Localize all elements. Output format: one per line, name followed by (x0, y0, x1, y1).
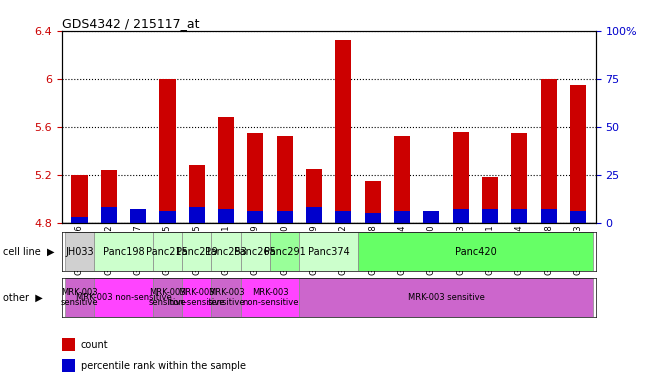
Bar (182, 278, 212, 317)
Text: Panc374: Panc374 (308, 247, 350, 257)
Text: other  ▶: other ▶ (3, 293, 43, 303)
Bar (482, 209, 498, 223)
Bar (365, 181, 381, 223)
Bar (423, 218, 439, 223)
Bar (306, 169, 322, 223)
Text: Panc253: Panc253 (205, 247, 247, 257)
Bar (394, 136, 410, 223)
Bar (511, 133, 527, 223)
Bar (358, 232, 592, 271)
Bar (62, 338, 76, 351)
Bar (218, 117, 234, 223)
Bar (94, 278, 153, 317)
Bar (541, 209, 557, 223)
Bar (159, 79, 176, 223)
Bar (130, 209, 146, 223)
Bar (72, 217, 87, 223)
Bar (299, 278, 592, 317)
Bar (247, 211, 264, 223)
Bar (153, 278, 182, 317)
Bar (452, 209, 469, 223)
Bar (335, 40, 352, 223)
Bar (65, 232, 94, 271)
Bar (189, 207, 205, 223)
Bar (570, 211, 586, 223)
Bar (541, 79, 557, 223)
Bar (182, 232, 212, 271)
Bar (511, 209, 527, 223)
Bar (299, 232, 358, 271)
Text: percentile rank within the sample: percentile rank within the sample (81, 361, 245, 371)
Bar (452, 132, 469, 223)
Bar (306, 207, 322, 223)
Text: Panc219: Panc219 (176, 247, 217, 257)
Bar (277, 211, 293, 223)
Bar (101, 207, 117, 223)
Text: MRK-003
sensitive: MRK-003 sensitive (148, 288, 186, 307)
Bar (218, 209, 234, 223)
Text: count: count (81, 339, 108, 350)
Bar (423, 211, 439, 223)
Text: MRK-003
sensitive: MRK-003 sensitive (207, 288, 245, 307)
Bar (212, 278, 241, 317)
Bar (153, 232, 182, 271)
Bar (241, 278, 299, 317)
Bar (101, 170, 117, 223)
Text: Panc291: Panc291 (264, 247, 305, 257)
Text: MRK-003 non-sensitive: MRK-003 non-sensitive (76, 293, 171, 302)
Bar (62, 359, 76, 372)
Bar (365, 213, 381, 223)
Text: MRK-003
non-sensitive: MRK-003 non-sensitive (169, 288, 225, 307)
Bar (570, 85, 586, 223)
Bar (277, 136, 293, 223)
Text: cell line  ▶: cell line ▶ (3, 247, 55, 257)
Bar (72, 175, 87, 223)
Bar (65, 278, 94, 317)
Bar (241, 232, 270, 271)
Text: MRK-003
non-sensitive: MRK-003 non-sensitive (242, 288, 298, 307)
Bar (94, 232, 153, 271)
Text: GDS4342 / 215117_at: GDS4342 / 215117_at (62, 17, 199, 30)
Text: Panc198: Panc198 (103, 247, 145, 257)
Bar (159, 211, 176, 223)
Text: MRK-003
sensitive: MRK-003 sensitive (61, 288, 98, 307)
Bar (212, 232, 241, 271)
Bar (394, 211, 410, 223)
Bar (482, 177, 498, 223)
Bar (130, 213, 146, 223)
Bar (189, 165, 205, 223)
Bar (270, 232, 299, 271)
Bar (247, 133, 264, 223)
Text: MRK-003 sensitive: MRK-003 sensitive (408, 293, 484, 302)
Text: JH033: JH033 (65, 247, 94, 257)
Text: Panc420: Panc420 (454, 247, 496, 257)
Text: Panc265: Panc265 (234, 247, 277, 257)
Text: Panc215: Panc215 (146, 247, 188, 257)
Bar (335, 211, 352, 223)
